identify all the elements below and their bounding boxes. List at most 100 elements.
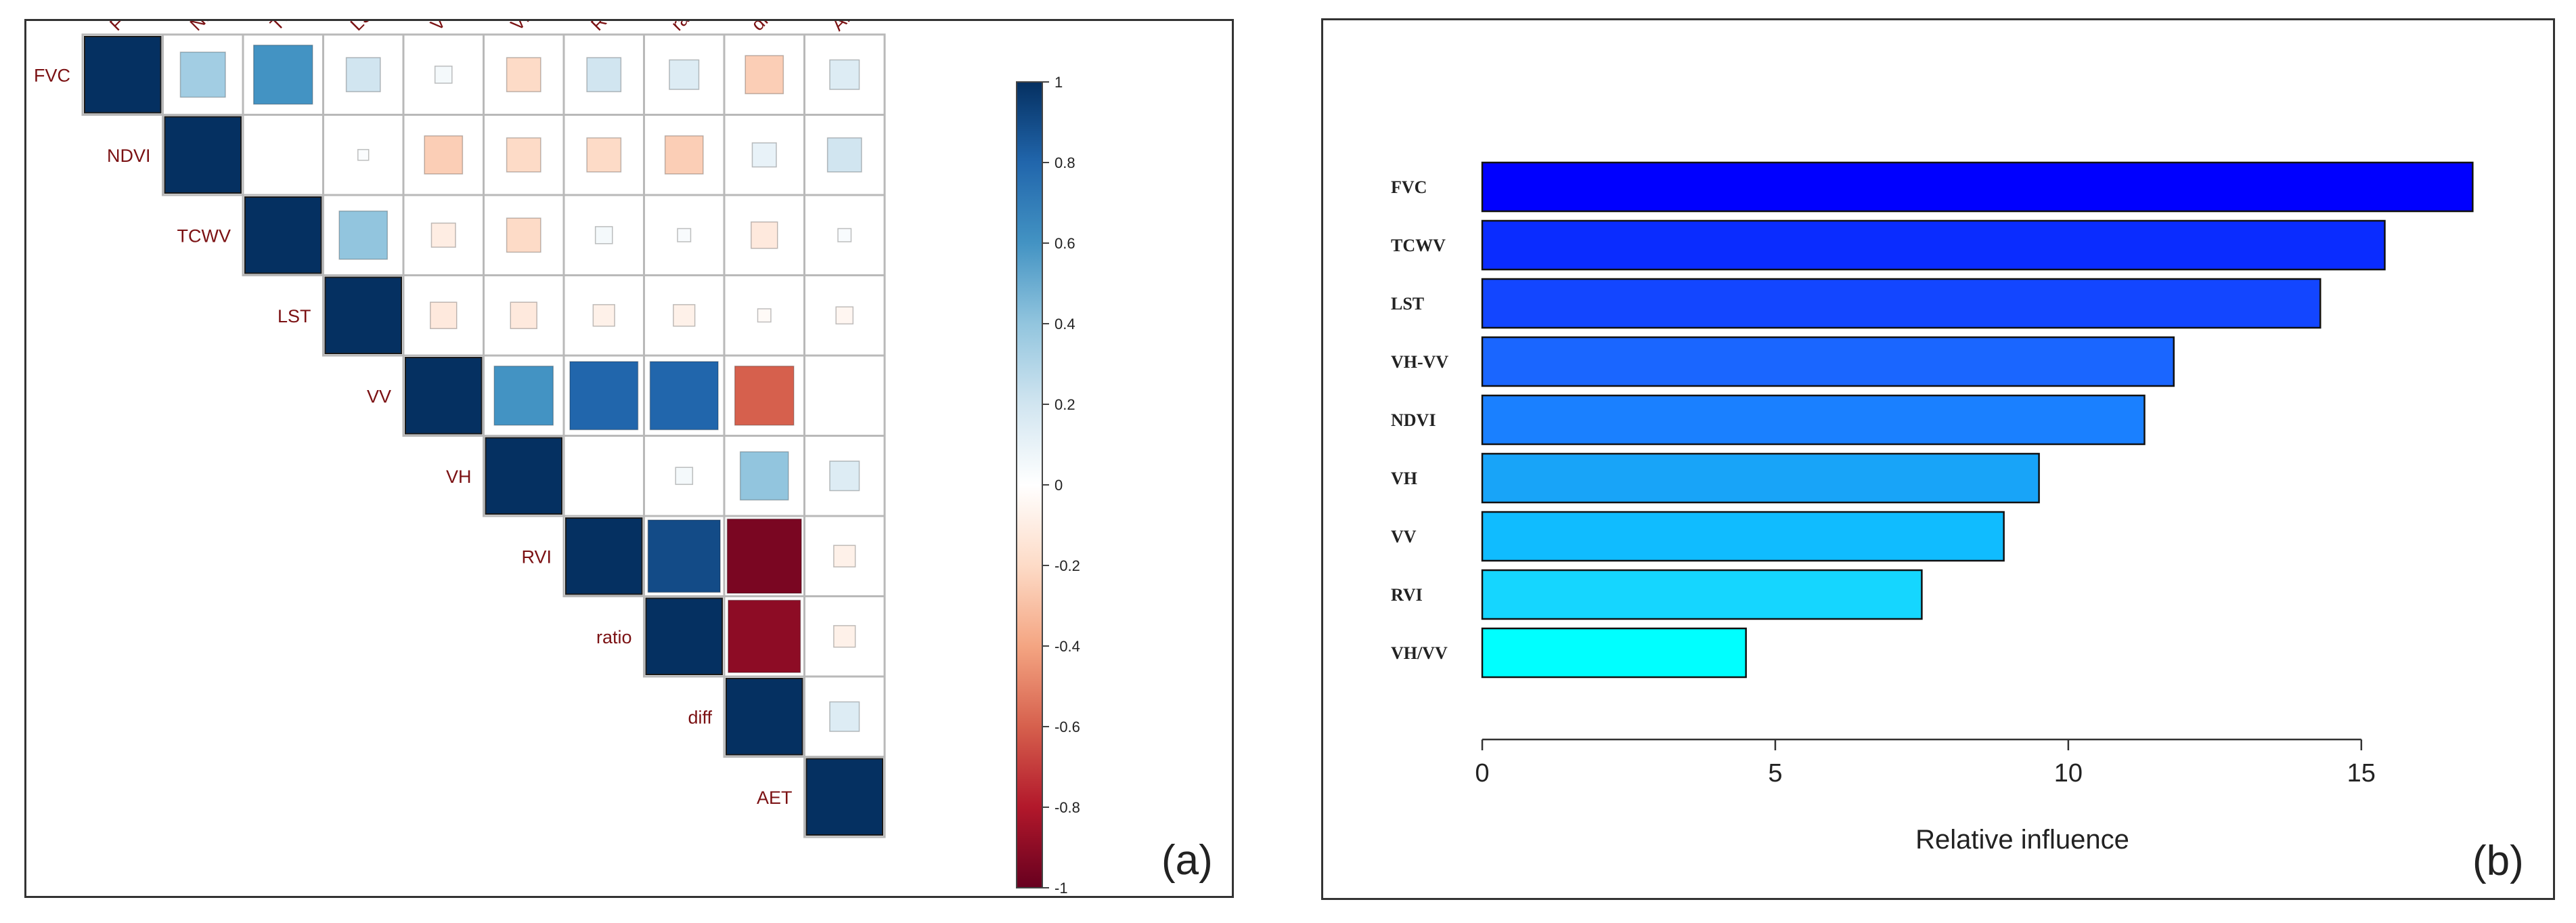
corr-square-FVC-TCWV (252, 44, 313, 105)
row-label-NDVI: NDVI (107, 146, 151, 166)
corr-square-VV-VH (493, 365, 554, 426)
corr-square-FVC-VH (506, 57, 541, 93)
corr-square-RVI-ratio (647, 519, 721, 593)
corr-square-NDVI-AET (826, 137, 862, 173)
colorbar-tick-label: 0.8 (1054, 154, 1075, 171)
category-label-FVC: FVC (1391, 177, 1427, 197)
corr-square-diff-diff (726, 678, 803, 756)
corr-square-NDVI-NDVI (164, 116, 242, 194)
col-label-TCWV: TCWV (266, 21, 318, 35)
corr-square-NDVI-VV (424, 135, 464, 175)
bar-VH/VV (1481, 627, 1747, 679)
row-label-TCWV: TCWV (177, 226, 231, 246)
corr-square-LST-AET (835, 306, 854, 325)
col-label-AET: AET (828, 21, 867, 35)
corr-square-TCWV-ratio (677, 228, 692, 242)
col-label-diff: diff (747, 21, 779, 35)
category-label-VH/VV: VH/VV (1391, 643, 1448, 663)
x-tick-label: 0 (1475, 759, 1489, 788)
corr-square-LST-diff (757, 308, 772, 323)
corr-square-FVC-VV (434, 65, 453, 84)
corr-square-RVI-diff (726, 518, 802, 594)
corr-cell (562, 435, 645, 517)
corr-square-VV-ratio (649, 361, 719, 431)
corr-square-RVI-RVI (565, 517, 643, 595)
corr-square-VV-diff (734, 365, 795, 426)
corr-square-NDVI-diff (751, 142, 777, 168)
category-label-TCWV: TCWV (1391, 236, 1446, 255)
colorbar-tick-label: 0 (1054, 477, 1063, 494)
col-label-LST: LST (347, 21, 384, 35)
bar-VH-VV (1481, 336, 2175, 387)
corr-square-LST-VH (510, 301, 537, 329)
corr-square-VV-RVI (569, 361, 639, 431)
row-label-ratio: ratio (596, 627, 632, 647)
colorbar (1016, 81, 1043, 888)
corr-square-LST-LST (324, 276, 402, 354)
corr-square-FVC-AET (829, 59, 860, 90)
x-axis-title: Relative influence (1915, 825, 2129, 855)
influence-bar-chart: FVC TCWV LST VH-VV NDVI VH VV RVI VH/VV 0 5 10 15 R… (1391, 161, 2524, 884)
corr-square-ratio-diff (728, 599, 801, 673)
col-label-RVI: RVI (587, 21, 623, 35)
colorbar-tick-label: -0.8 (1054, 799, 1080, 816)
corr-cell (483, 114, 565, 196)
corr-square-VH-VH (485, 437, 562, 515)
corr-square-TCWV-TCWV (244, 196, 322, 274)
corr-square-TCWV-VV (430, 222, 456, 248)
row-label-AET: AET (757, 788, 793, 808)
correlation-panel: FVC NDVI TCWV LST VV VH RVI ratio diff AET FVC NDVI… (24, 0, 1234, 898)
colorbar-tick-label: 0.4 (1054, 316, 1075, 332)
col-label-ratio: ratio (667, 21, 707, 35)
corr-square-NDVI-LST (357, 149, 370, 161)
row-label-VV: VV (367, 386, 391, 406)
corr-square-TCWV-diff (751, 221, 778, 249)
corr-square-FVC-diff (745, 55, 784, 95)
colorbar-tick-label: 0.6 (1054, 235, 1075, 252)
row-label-diff: diff (688, 707, 712, 727)
corr-square-FVC-NDVI (179, 51, 226, 98)
corr-square-VH-ratio (675, 467, 694, 486)
col-label-VH: VH (507, 21, 539, 35)
bar-VV (1481, 511, 2005, 562)
category-label-LST: LST (1391, 294, 1424, 314)
colorbar-tick-label: -0.4 (1054, 638, 1080, 655)
col-label-FVC: FVC (106, 21, 146, 35)
corr-cell (483, 194, 565, 276)
corr-cell (242, 114, 324, 196)
corr-square-TCWV-RVI (594, 226, 613, 244)
category-label-VV: VV (1391, 527, 1417, 546)
corr-square-RVI-AET (833, 544, 856, 567)
row-label-RVI: RVI (521, 546, 552, 567)
category-label-NDVI: NDVI (1391, 410, 1436, 430)
panel-label-a: (a) (1161, 837, 1213, 884)
corr-square-LST-VV (430, 301, 458, 329)
bar-NDVI (1481, 394, 2146, 446)
corr-square-TCWV-AET (837, 228, 852, 242)
corr-square-TCWV-LST (338, 210, 388, 260)
corr-square-VH-AET (829, 460, 860, 492)
corr-square-NDVI-ratio (664, 135, 704, 175)
colorbar-tick-label: -0.2 (1054, 557, 1080, 574)
row-label-VH: VH (446, 467, 472, 487)
category-label-RVI: RVI (1391, 585, 1423, 605)
bar-RVI (1481, 569, 1923, 620)
corr-square-NDVI-VH (506, 137, 541, 173)
corr-square-AET-AET (805, 758, 883, 836)
panel-label-b: (b) (2472, 838, 2524, 884)
x-tick-label: 15 (2347, 759, 2376, 788)
corr-cell (803, 354, 886, 437)
bar-VH (1481, 452, 2040, 504)
corr-square-LST-ratio (673, 304, 696, 327)
corr-square-FVC-FVC (84, 36, 162, 114)
colorbar-tick-label: 0.2 (1054, 396, 1075, 413)
corr-cell (643, 33, 726, 116)
col-label-VV: VV (426, 21, 458, 35)
corr-square-diff-AET (829, 701, 860, 732)
colorbar-tick-label: -0.6 (1054, 718, 1080, 735)
row-label-LST: LST (277, 306, 311, 326)
influence-panel: FVC TCWV LST VH-VV NDVI VH VV RVI VH/VV 0 5 10 15 R… (1321, 18, 2555, 900)
corr-square-FVC-RVI (586, 57, 622, 93)
x-tick-label: 5 (1768, 759, 1782, 788)
col-label-NDVI: NDVI (186, 21, 231, 35)
